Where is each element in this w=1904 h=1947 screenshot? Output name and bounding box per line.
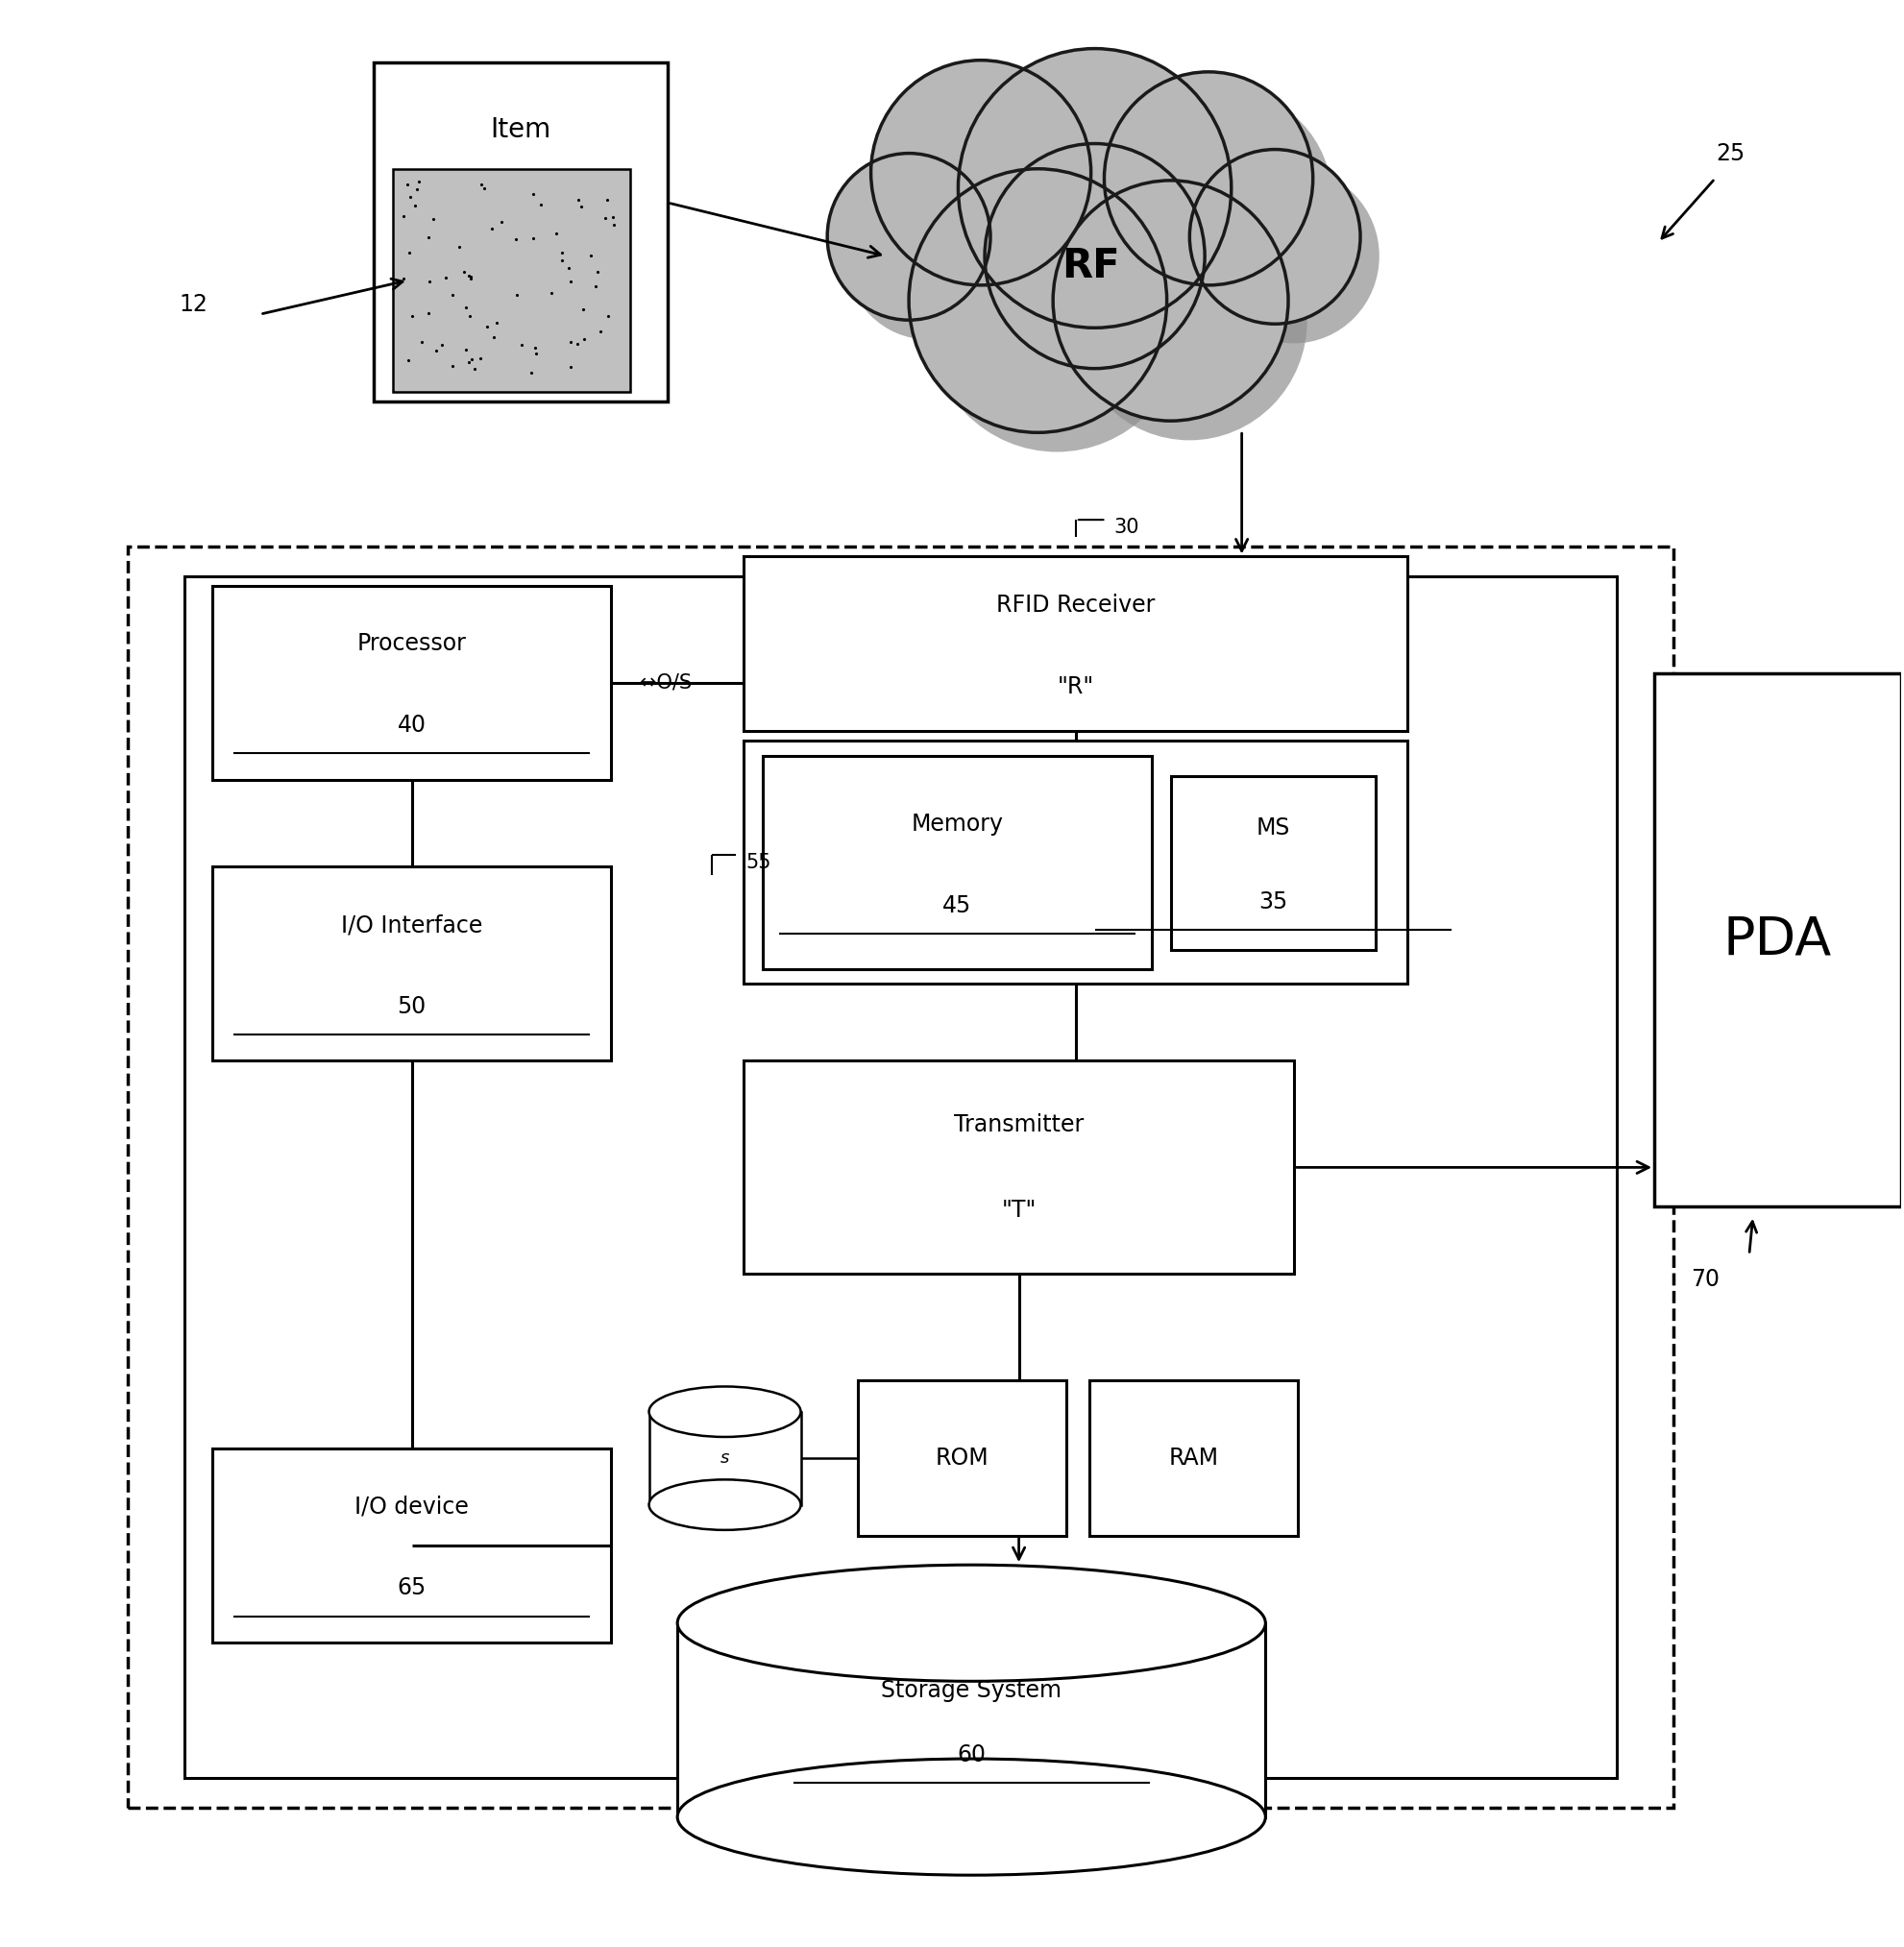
- Bar: [649, 1412, 800, 1505]
- Text: 50: 50: [398, 995, 426, 1018]
- Circle shape: [958, 49, 1230, 327]
- Bar: [1171, 775, 1375, 950]
- Bar: [762, 755, 1152, 970]
- Bar: [213, 1449, 611, 1643]
- Text: RF: RF: [1061, 245, 1120, 286]
- Bar: [743, 1061, 1293, 1273]
- Text: Processor: Processor: [356, 633, 466, 656]
- Text: "T": "T": [1002, 1199, 1036, 1221]
- Bar: [392, 169, 630, 391]
- Text: ROM: ROM: [935, 1447, 988, 1470]
- Circle shape: [1053, 181, 1287, 421]
- Ellipse shape: [678, 1565, 1264, 1680]
- Circle shape: [826, 154, 990, 319]
- Text: 65: 65: [398, 1577, 426, 1600]
- Circle shape: [1207, 169, 1378, 343]
- Circle shape: [977, 68, 1249, 347]
- Bar: [213, 586, 611, 779]
- Circle shape: [845, 173, 1009, 339]
- Circle shape: [908, 169, 1167, 432]
- Bar: [213, 866, 611, 1061]
- Bar: [680, 1565, 1262, 1680]
- Text: 25: 25: [1716, 142, 1744, 165]
- Text: 12: 12: [179, 292, 208, 315]
- Circle shape: [1072, 201, 1306, 440]
- Text: ↔O/S: ↔O/S: [640, 674, 691, 693]
- Bar: [743, 557, 1407, 732]
- Text: 45: 45: [942, 894, 971, 917]
- Circle shape: [1104, 72, 1312, 284]
- Circle shape: [984, 144, 1203, 368]
- Circle shape: [927, 189, 1184, 452]
- Bar: [651, 1386, 798, 1437]
- Text: RAM: RAM: [1167, 1447, 1219, 1470]
- Bar: [857, 1380, 1066, 1536]
- Circle shape: [1003, 164, 1222, 387]
- Text: 40: 40: [398, 715, 426, 736]
- Text: Memory: Memory: [910, 812, 1003, 835]
- Bar: [1653, 674, 1900, 1207]
- Text: 35: 35: [1259, 890, 1287, 913]
- Text: "R": "R": [1057, 676, 1093, 699]
- Circle shape: [870, 60, 1091, 284]
- Text: I/O device: I/O device: [354, 1495, 468, 1519]
- Text: PDA: PDA: [1723, 913, 1832, 966]
- Text: MS: MS: [1255, 816, 1289, 839]
- Bar: [1089, 1380, 1297, 1536]
- Text: 70: 70: [1691, 1267, 1719, 1291]
- Circle shape: [1188, 150, 1359, 323]
- Text: Transmitter: Transmitter: [954, 1114, 1083, 1137]
- Circle shape: [889, 80, 1110, 304]
- Text: I/O Interface: I/O Interface: [341, 913, 482, 937]
- Bar: [128, 547, 1672, 1807]
- Text: Storage System: Storage System: [882, 1680, 1061, 1702]
- Ellipse shape: [678, 1758, 1264, 1875]
- Bar: [678, 1624, 1264, 1817]
- Text: 60: 60: [956, 1743, 986, 1766]
- Text: RFID Receiver: RFID Receiver: [996, 594, 1154, 617]
- Text: Item: Item: [491, 117, 550, 144]
- Text: 55: 55: [744, 853, 771, 872]
- Bar: [185, 576, 1616, 1778]
- Bar: [373, 62, 668, 401]
- Bar: [743, 740, 1407, 983]
- Text: s: s: [720, 1451, 729, 1466]
- Ellipse shape: [649, 1386, 800, 1437]
- Ellipse shape: [649, 1480, 800, 1530]
- Text: 30: 30: [1114, 518, 1139, 537]
- Circle shape: [1123, 92, 1331, 304]
